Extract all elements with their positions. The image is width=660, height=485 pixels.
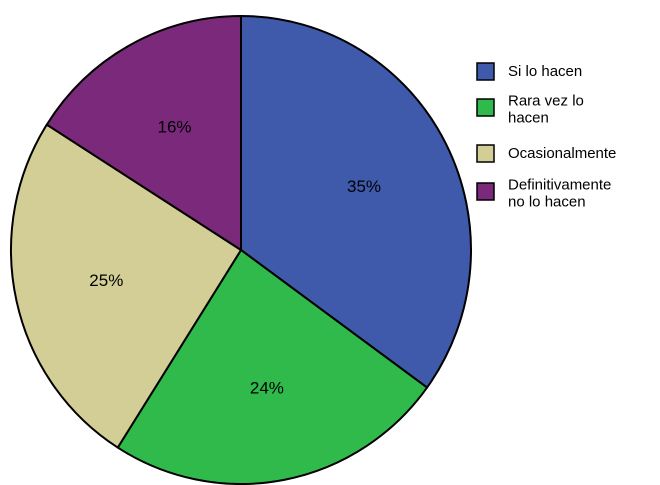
pie-value-labels: 35% 24% 25% 16% — [89, 118, 381, 398]
legend: Si lo hacen Rara vez lo hacen Ocasionalment… — [476, 62, 616, 211]
legend-swatch — [476, 98, 495, 117]
pie-slice-4 — [45, 15, 242, 251]
legend-item-2: Rara vez lo hacen — [476, 93, 584, 127]
legend-swatch — [476, 62, 495, 81]
legend-label: Si lo hacen — [508, 63, 582, 80]
pie-value-label-2: 24% — [250, 378, 284, 397]
legend-label: Rara vez lo hacen — [508, 93, 584, 127]
legend-item-4: Definitivamente no lo hacen — [476, 177, 611, 211]
legend-swatch — [476, 144, 495, 163]
pie-slice-1 — [240, 15, 472, 389]
pie-value-label-4: 16% — [157, 118, 191, 137]
legend-swatch — [476, 182, 495, 201]
legend-item-3: Ocasionalmente — [476, 144, 616, 163]
pie-slice-3 — [10, 123, 242, 449]
pie-slices — [10, 15, 472, 485]
pie-value-label-3: 25% — [89, 271, 123, 290]
legend-label: Ocasionalmente — [508, 145, 616, 162]
legend-label: Definitivamente no lo hacen — [508, 177, 611, 211]
pie-value-label-1: 35% — [347, 177, 381, 196]
pie-slice-2 — [116, 249, 429, 485]
legend-item-1: Si lo hacen — [476, 62, 582, 81]
